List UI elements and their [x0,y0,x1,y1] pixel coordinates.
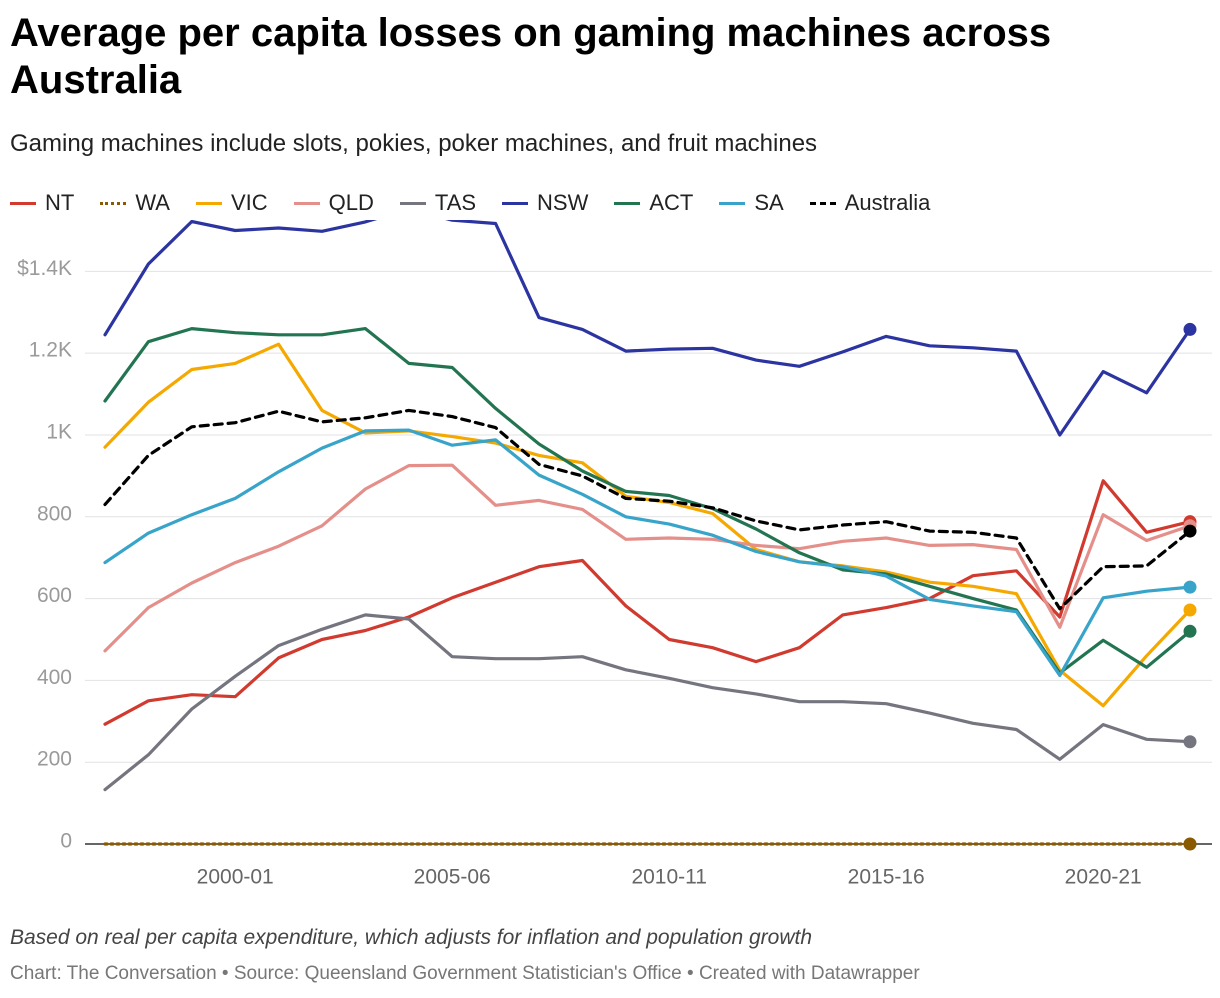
legend: NT WA VIC QLD TAS NSW ACT SA Australia [10,190,956,216]
legend-swatch-vic [195,201,222,205]
legend-item-sa: SA [719,190,784,216]
legend-label-australia: Australia [844,190,931,215]
legend-label-nsw: NSW [537,190,589,215]
legend-swatch-act [614,201,641,205]
x-tick-label-2000-01: 2000-01 [197,866,274,889]
y-tick-label-1200: 1.2K [29,339,72,362]
series-endpoint-sa [1183,580,1197,594]
chart-title: Average per capita losses on gaming mach… [10,11,1052,102]
legend-item-australia: Australia [809,190,931,216]
legend-item-nsw: NSW [502,190,588,216]
series-line-nt [103,479,1192,726]
legend-label-tas: TAS [434,190,477,215]
y-tick-label-0: 0 [60,830,72,853]
y-tick-label-200: 200 [37,748,72,771]
y-tick-label-1000: 1K [46,421,72,444]
legend-swatch-wa [100,201,127,205]
series-endpoint-act [1183,624,1197,638]
series-line-australia [103,408,1192,611]
legend-swatch-nsw [502,201,529,205]
legend-label-vic: VIC [230,190,268,215]
legend-item-wa: WA [100,190,170,216]
legend-swatch-sa [719,201,746,205]
legend-item-act: ACT [614,190,693,216]
x-tick-label-2005-06: 2005-06 [414,866,491,889]
legend-label-wa: WA [135,190,170,215]
chart-note: Based on real per capita expenditure, wh… [10,926,813,949]
legend-label-sa: SA [754,190,784,215]
series-endpoint-vic [1183,603,1197,617]
series-line-tas [103,613,1192,792]
legend-swatch-qld [293,201,320,205]
legend-label-nt: NT [45,190,75,215]
x-tick-label-2015-16: 2015-16 [848,866,925,889]
legend-swatch-tas [399,201,426,205]
legend-label-act: ACT [649,190,694,215]
series-line-act [103,326,1192,675]
legend-item-nt: NT [10,190,74,216]
series-endpoint-wa [1183,837,1197,851]
y-tick-label-600: 600 [37,584,72,607]
legend-swatch-australia [809,201,836,205]
series-line-nsw [103,220,1192,437]
series-endpoint-nsw [1183,322,1197,336]
legend-swatch-nt [10,201,36,205]
legend-item-vic: VIC [195,190,268,216]
y-tick-label-400: 400 [37,666,72,689]
chart-credit: Chart: The Conversation • Source: Queens… [10,963,920,984]
series-line-qld [103,463,1192,653]
y-tick-label-1400: $1.4K [17,257,72,280]
series-endpoint-australia [1183,524,1197,538]
legend-item-qld: QLD [293,190,374,216]
x-tick-label-2010-11: 2010-11 [631,866,707,889]
series-endpoint-tas [1183,735,1197,749]
series-line-sa [103,428,1192,678]
line-chart: 0 200 400 600 800 1K 1.2K $1.4K 2000-01 2005-06 20… [17,220,1212,889]
chart-subtitle: Gaming machines include slots, pokies, p… [10,130,818,157]
y-tick-label-800: 800 [37,502,72,525]
legend-label-qld: QLD [328,190,374,215]
legend-item-tas: TAS [399,190,477,216]
series-line-vic [103,342,1192,708]
x-tick-label-2020-21: 2020-21 [1065,866,1142,889]
